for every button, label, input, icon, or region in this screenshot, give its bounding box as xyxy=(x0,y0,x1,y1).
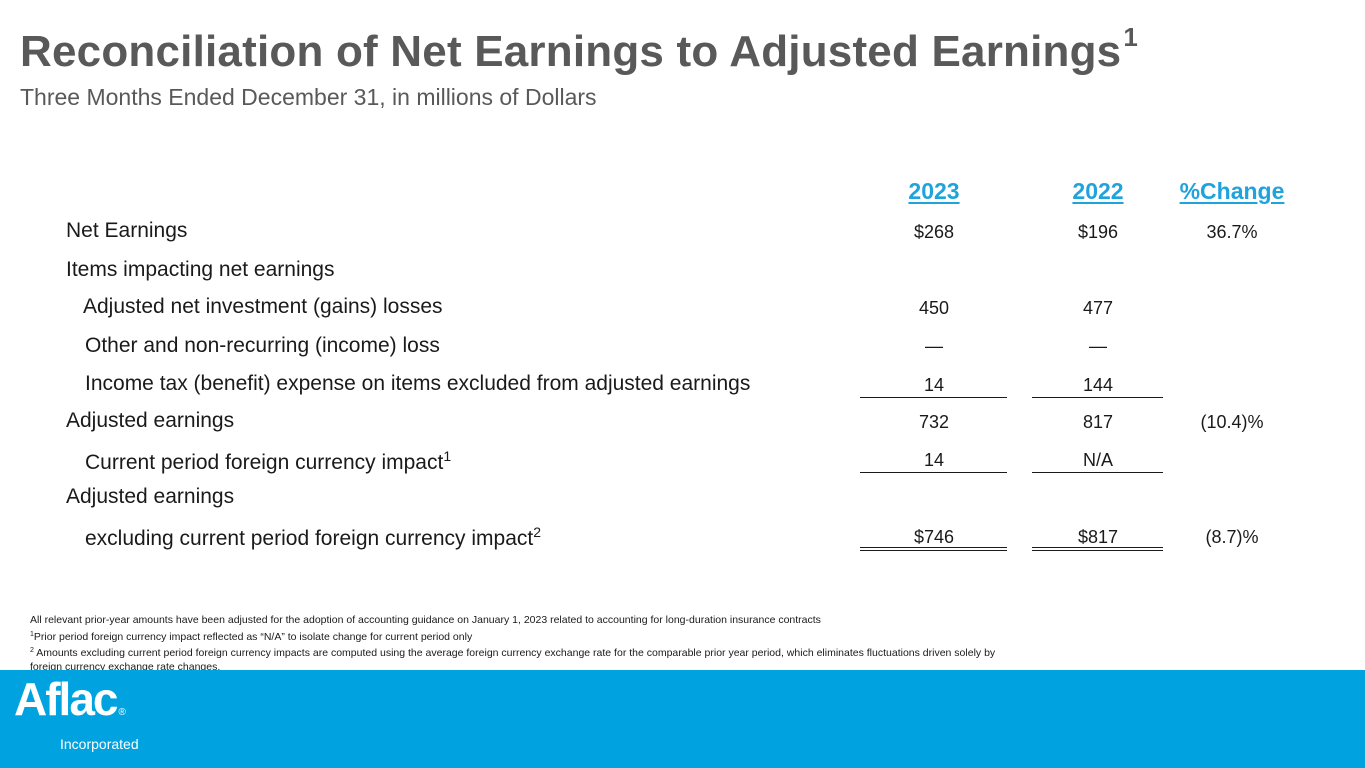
cell-excluding-fx-change: (8.7)% xyxy=(1205,527,1259,547)
cell-income-tax-2022: 144 xyxy=(1082,375,1114,395)
cell-adjusted-earnings-2022: 817 xyxy=(1082,412,1114,432)
logo-wordmark: Aflac xyxy=(14,673,118,725)
cell-excluding-fx-2023: $746 xyxy=(913,527,955,547)
cell-other-nonrecurring-2023: — xyxy=(925,336,943,356)
footnote-2-marker: 2 xyxy=(30,647,34,654)
row-label-items-impacting: Items impacting net earnings xyxy=(66,258,335,281)
row-label-income-tax: Income tax (benefit) expense on items ex… xyxy=(85,372,751,395)
column-header-change: %Change xyxy=(1179,178,1285,204)
fx-rule-2022 xyxy=(1032,472,1163,473)
fx-rule-2023 xyxy=(860,472,1007,473)
row-label-adjusted-earnings-2: Adjusted earnings xyxy=(66,485,235,508)
total-rule-top-2023 xyxy=(860,547,1007,548)
footnote-1-marker: 1 xyxy=(30,630,34,638)
column-header-2023: 2023 xyxy=(908,178,960,204)
cell-excluding-fx-2022: $817 xyxy=(1077,527,1119,547)
total-rule-bottom-2023 xyxy=(860,550,1007,551)
cell-adjusted-earnings-2023: 732 xyxy=(918,412,950,432)
cell-net-earnings-change: 36.7% xyxy=(1206,222,1258,242)
registered-mark: ® xyxy=(118,707,126,718)
subtotal-rule-2023 xyxy=(860,397,1007,398)
cell-income-tax-2023: 14 xyxy=(923,375,945,395)
footnotes: All relevant prior-year amounts have bee… xyxy=(30,614,1010,674)
total-rule-bottom-2022 xyxy=(1032,550,1163,551)
total-rule-top-2022 xyxy=(1032,547,1163,548)
page-title: Reconciliation of Net Earnings to Adjust… xyxy=(20,22,1139,76)
page-subtitle: Three Months Ended December 31, in milli… xyxy=(20,84,597,110)
row-label-other-nonrecurring: Other and non-recurring (income) loss xyxy=(85,334,440,357)
cell-adjusted-earnings-change: (10.4)% xyxy=(1200,412,1264,432)
cell-fx-impact-2022: N/A xyxy=(1082,450,1113,470)
cell-fx-impact-2023: 14 xyxy=(923,450,945,470)
cell-investment-losses-2022: 477 xyxy=(1082,298,1114,318)
row-label-net-earnings: Net Earnings xyxy=(66,219,188,242)
excluding-fx-footnote-marker: 2 xyxy=(533,524,542,540)
footnote-1: 1Prior period foreign currency impact re… xyxy=(30,630,473,643)
cell-investment-losses-2023: 450 xyxy=(918,298,950,318)
row-label-investment-losses: Adjusted net investment (gains) losses xyxy=(83,295,443,318)
cell-other-nonrecurring-2022: — xyxy=(1089,336,1107,356)
footnote-general: All relevant prior-year amounts have bee… xyxy=(30,614,821,626)
logo-subtext: Incorporated xyxy=(60,736,139,752)
footer-band xyxy=(0,670,1365,768)
aflac-logo: Aflac ® xyxy=(14,673,164,726)
fx-footnote-marker: 1 xyxy=(443,448,452,464)
cell-net-earnings-2023: $268 xyxy=(913,222,955,242)
row-label-fx-impact: Current period foreign currency impact1 xyxy=(85,448,452,474)
row-label-adjusted-earnings: Adjusted earnings xyxy=(66,409,235,432)
row-label-excluding-fx: excluding current period foreign currenc… xyxy=(85,524,542,550)
footnote-2: 2 Amounts excluding current period forei… xyxy=(30,647,996,673)
cell-net-earnings-2022: $196 xyxy=(1077,222,1119,242)
title-footnote-marker: 1 xyxy=(1123,22,1139,52)
column-header-2022: 2022 xyxy=(1072,178,1124,204)
subtotal-rule-2022 xyxy=(1032,397,1163,398)
